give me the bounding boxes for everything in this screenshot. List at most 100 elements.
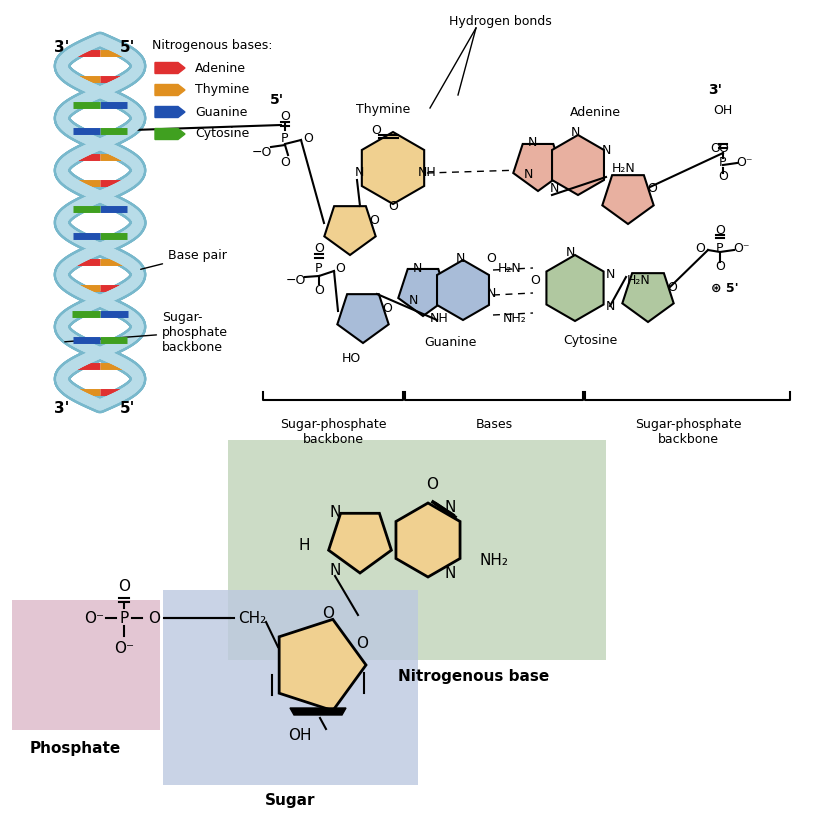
Text: Adenine: Adenine (569, 107, 620, 119)
Text: HO: HO (342, 352, 360, 364)
Text: OH: OH (713, 104, 733, 117)
FancyBboxPatch shape (228, 440, 606, 660)
Polygon shape (279, 619, 366, 711)
FancyBboxPatch shape (163, 590, 418, 785)
Text: N: N (605, 299, 614, 312)
FancyArrow shape (155, 107, 185, 118)
Text: Nitrogenous base: Nitrogenous base (399, 668, 550, 684)
Text: N: N (355, 167, 364, 179)
Text: O: O (314, 284, 324, 297)
Text: Cytosine: Cytosine (563, 334, 617, 347)
Text: P: P (119, 611, 128, 626)
Text: 5': 5' (120, 40, 136, 56)
Text: CH₂: CH₂ (238, 611, 266, 626)
Text: Sugar-phosphate
backbone: Sugar-phosphate backbone (635, 418, 741, 446)
Text: Sugar-
phosphate
backbone: Sugar- phosphate backbone (65, 311, 228, 353)
Text: O: O (314, 242, 324, 255)
Text: O: O (280, 155, 290, 169)
Text: N: N (549, 182, 559, 196)
Polygon shape (337, 294, 389, 343)
Text: ⊛ 5': ⊛ 5' (711, 281, 739, 294)
Polygon shape (328, 513, 391, 573)
Text: H₂N: H₂N (612, 161, 636, 174)
Polygon shape (324, 206, 376, 255)
FancyArrow shape (155, 85, 185, 95)
Text: O: O (715, 224, 725, 237)
Polygon shape (396, 503, 460, 577)
Polygon shape (602, 175, 654, 224)
Text: Thymine: Thymine (356, 104, 410, 117)
Text: 5': 5' (270, 93, 284, 107)
Text: N: N (524, 169, 533, 182)
Text: O⁻: O⁻ (114, 640, 134, 655)
Text: O: O (148, 611, 160, 626)
Polygon shape (547, 255, 604, 321)
Text: O: O (280, 109, 290, 122)
FancyArrow shape (155, 128, 185, 140)
Text: N: N (486, 287, 496, 299)
Text: NH: NH (430, 312, 449, 325)
Text: O: O (303, 132, 313, 145)
Text: O: O (371, 124, 381, 137)
FancyBboxPatch shape (12, 600, 160, 730)
Polygon shape (398, 269, 448, 316)
Text: H₂N: H₂N (627, 274, 651, 287)
Text: N: N (444, 500, 456, 515)
Text: O: O (118, 579, 130, 593)
Text: O: O (486, 252, 496, 265)
Text: Bases: Bases (475, 418, 512, 431)
Text: −O: −O (252, 145, 272, 159)
Text: O: O (718, 141, 728, 155)
Text: Base pair: Base pair (141, 248, 227, 270)
Text: Adenine: Adenine (195, 62, 246, 75)
Text: Hydrogen bonds: Hydrogen bonds (449, 16, 551, 29)
Text: OH: OH (288, 727, 312, 742)
Text: P: P (281, 132, 288, 145)
Text: O: O (647, 182, 657, 196)
Text: N: N (455, 252, 465, 265)
Text: N: N (565, 246, 574, 258)
Text: H: H (298, 538, 310, 552)
Text: O: O (710, 141, 720, 155)
Text: O: O (715, 260, 725, 273)
Text: NH₂: NH₂ (480, 552, 509, 567)
Text: N: N (329, 562, 341, 578)
Text: N: N (408, 293, 417, 307)
Text: NH: NH (417, 167, 436, 179)
Text: Sugar: Sugar (265, 792, 315, 807)
Text: Thymine: Thymine (195, 84, 249, 96)
Polygon shape (623, 273, 674, 322)
Text: O⁻: O⁻ (84, 611, 104, 626)
Text: N: N (601, 145, 610, 158)
FancyArrow shape (155, 62, 185, 73)
Text: P: P (719, 155, 727, 169)
Text: O: O (530, 274, 540, 287)
Text: N: N (605, 267, 614, 280)
Text: 5': 5' (120, 400, 136, 415)
Text: O⁻: O⁻ (737, 155, 753, 169)
Text: H₂N: H₂N (498, 261, 522, 275)
Text: O⁻: O⁻ (734, 242, 750, 255)
Text: Guanine: Guanine (424, 335, 476, 349)
Text: 3': 3' (54, 40, 69, 56)
Text: −O: −O (286, 274, 306, 287)
Polygon shape (437, 260, 489, 320)
Text: 3': 3' (54, 400, 69, 415)
Polygon shape (290, 708, 346, 715)
Text: O: O (335, 261, 345, 275)
Text: N: N (527, 136, 537, 150)
Text: NH₂: NH₂ (503, 312, 527, 325)
Text: P: P (315, 261, 323, 275)
Text: Phosphate: Phosphate (29, 741, 121, 755)
Text: P: P (717, 242, 724, 255)
Text: N: N (570, 127, 580, 140)
Text: O: O (426, 477, 438, 492)
Polygon shape (513, 144, 563, 191)
Text: N: N (329, 505, 341, 520)
Text: N: N (413, 261, 422, 275)
Text: O: O (718, 169, 728, 182)
Text: 3': 3' (708, 83, 722, 97)
Text: O: O (369, 214, 379, 227)
Text: N: N (444, 566, 456, 580)
Text: O: O (322, 606, 334, 621)
